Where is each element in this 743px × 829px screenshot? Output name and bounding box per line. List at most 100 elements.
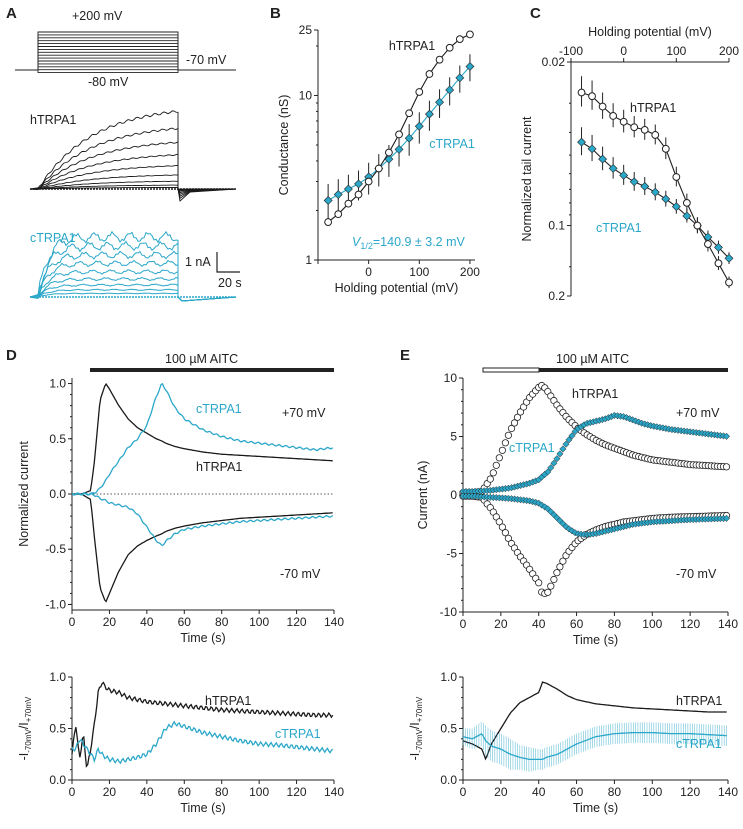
ctrpa1-minus70-point	[722, 514, 731, 522]
y-tick-label: 25	[299, 23, 313, 37]
v-half-subscript: 1/2	[360, 241, 373, 251]
htrpa1-minus70-point	[504, 534, 512, 542]
y-axis-label: Normalized current	[17, 441, 31, 547]
htrpa1-minus70-point	[553, 569, 561, 577]
htrpa1-point	[725, 278, 733, 287]
htrpa1-plus70-point	[510, 419, 519, 427]
ctrpa1-point	[435, 97, 444, 107]
htrpa1-series-label: hTRPA1	[205, 694, 251, 708]
x-tick-label: 20	[103, 615, 117, 629]
x-tick-label: 120	[287, 615, 307, 629]
ctrpa1-ratio-trace	[462, 731, 727, 761]
ctrpa1-plus70-point	[568, 432, 576, 440]
htrpa1-minus70-point	[535, 579, 543, 587]
plus70-label-e: +70 mV	[676, 406, 720, 420]
chart-d-ratio: 0 20 40 60 80 100 120 140 0.0 0.5 1.0 Time (s) -I-70…	[17, 670, 344, 815]
panel-a: +200 mV -80 mV -70 mV hTRPA1 cTRPA1 1 nA…	[15, 9, 242, 302]
aitc-bar-d	[90, 368, 334, 372]
y-tick-label: 0.5	[49, 432, 66, 446]
htrpa1-trace	[29, 141, 237, 197]
chart-e-ratio: 0 20 40 60 80 100 120 140 0.0 0.5 1.0 Time (s) -I-70…	[408, 670, 738, 815]
ctrpa1-plus70-point	[556, 450, 564, 458]
htrpa1-trace	[29, 164, 237, 194]
ctrpa1-series-label: cTRPA1	[196, 402, 242, 416]
y-tick-label: 1.0	[49, 377, 66, 391]
x-tick-label: 0	[69, 785, 76, 799]
ctrpa1-point	[587, 144, 597, 154]
htrpa1-point	[374, 164, 383, 173]
ctrpa1-point	[619, 170, 629, 180]
ctrpa1-point	[465, 62, 475, 71]
htrpa1-series-label: hTRPA1	[676, 694, 722, 708]
htrpa1-point	[640, 125, 649, 134]
y-axis-label-part: /I	[17, 722, 31, 729]
voltage-protocol	[15, 31, 236, 74]
aitc-label-d: 100 µM AITC	[165, 352, 238, 366]
x-tick-label: 140	[718, 617, 738, 631]
htrpa1-plus70-point	[513, 413, 522, 421]
ctrpa1-plus70-point	[547, 464, 555, 472]
htrpa1-plus70-trace	[72, 382, 333, 495]
ctrpa1-point	[577, 137, 586, 147]
htrpa1-point	[714, 259, 723, 268]
htrpa1-minus70-point	[547, 582, 555, 590]
htrpa1-point	[661, 144, 670, 153]
y-axis-label: Normalized tail current	[520, 116, 534, 242]
ctrpa1-trace	[29, 269, 237, 302]
ctrpa1-point	[650, 187, 660, 197]
htrpa1-point	[385, 148, 393, 157]
ctrpa1-minus70-point	[541, 503, 549, 511]
htrpa1-point	[588, 92, 596, 101]
y-tick-label: 5	[450, 430, 457, 444]
x-tick-label: 80	[215, 785, 229, 799]
ctrpa1-point	[343, 184, 353, 194]
ctrpa1-series-label: cTRPA1	[275, 727, 321, 741]
htrpa1-point	[435, 55, 444, 64]
x-tick-label: 0	[460, 617, 467, 631]
ctrpa1-trace	[29, 276, 237, 302]
y-tick-label: 0.5	[49, 722, 66, 736]
x-tick-label: 200	[719, 44, 739, 58]
htrpa1-point	[577, 88, 586, 97]
y-axis-label-part: /I	[408, 722, 422, 729]
x-axis-label: Time (s)	[180, 631, 225, 645]
y-axis-label: -I-70mV/I+70mV	[17, 696, 33, 760]
htrpa1-point	[455, 35, 464, 44]
htrpa1-point	[619, 117, 628, 126]
protocol-step	[15, 69, 236, 74]
step-low-label: -80 mV	[88, 75, 129, 89]
y-axis-label-part: -70mV	[415, 729, 424, 753]
panel-label-a: A	[6, 5, 17, 22]
minus70-label-d: -70 mV	[280, 567, 321, 581]
x-axis-label: Time (s)	[573, 633, 618, 647]
ctrpa1-point	[714, 242, 723, 252]
y-axis-label: Current (nA)	[416, 461, 430, 530]
y-tick-label: 0.0	[49, 773, 66, 787]
y-axis-label-part: +70mV	[415, 696, 424, 722]
minus70-label-e: -70 mV	[676, 567, 717, 581]
y-tick-label: 1	[305, 253, 312, 267]
htrpa1-series-label: hTRPA1	[389, 39, 435, 53]
y-axis-label-part: -I	[17, 753, 31, 761]
v-half-value: =140.9 ± 3.2 mV	[373, 235, 466, 249]
htrpa1-trace	[29, 110, 237, 202]
y-tick-label: 0.02	[542, 55, 566, 69]
y-tick-label: 1.0	[49, 670, 66, 684]
htrpa1-point	[344, 199, 353, 208]
htrpa1-point	[334, 210, 343, 219]
ctrpa1-point	[608, 164, 618, 173]
htrpa1-trace	[29, 127, 237, 200]
htrpa1-plus70-point	[489, 469, 497, 477]
step-high-label: +200 mV	[72, 9, 123, 23]
x-tick-label: 100	[249, 615, 269, 629]
x-tick-label: 0	[460, 785, 467, 799]
chart-c-tail-current: -100 0 100 200 0.02 0.1 0.2 Holding potential (…	[520, 25, 739, 303]
aitc-bar-e	[539, 368, 728, 372]
ctrpa1-point	[598, 154, 608, 164]
htrpa1-minus70-point	[501, 529, 509, 537]
htrpa1-plus70-point	[501, 439, 509, 447]
x-tick-label: 0	[620, 44, 627, 58]
htrpa1-minus70-point	[550, 575, 558, 584]
htrpa1-point	[425, 70, 434, 78]
